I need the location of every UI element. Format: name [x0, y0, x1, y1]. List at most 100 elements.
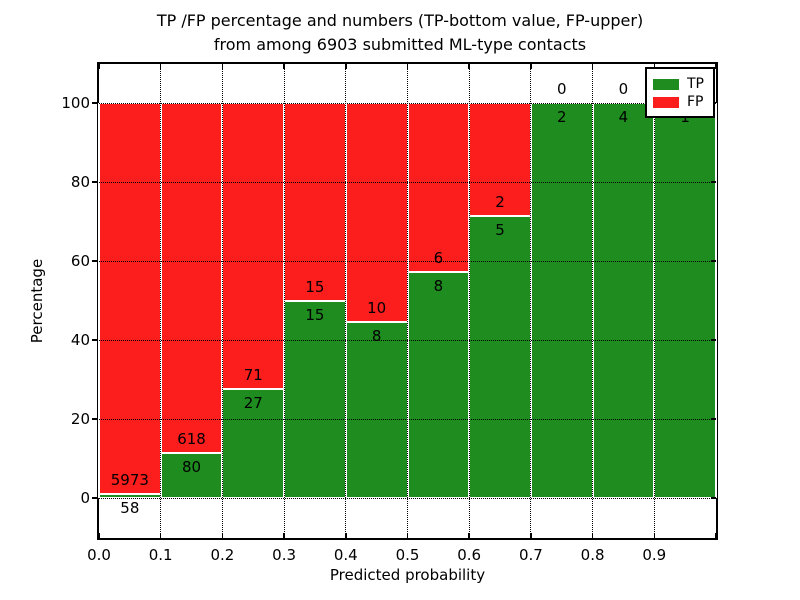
x-tick-label: 0.8	[580, 546, 605, 564]
plot-area: 59735861880712715151086825020401	[92, 62, 718, 540]
y-tick	[711, 339, 716, 341]
bar-segment-tp	[530, 103, 593, 498]
tp-count-label: 2	[556, 108, 567, 126]
v-gridline	[160, 64, 162, 538]
bar-segment-tp	[592, 103, 655, 498]
fp-count-label: 2	[495, 192, 505, 211]
x-tick-label: 0.5	[395, 546, 420, 564]
bar-segment-fp	[407, 103, 470, 273]
bar-edge	[98, 103, 100, 498]
y-tick	[711, 497, 716, 499]
x-tick	[283, 533, 285, 538]
bar-segment-tp	[222, 389, 285, 498]
v-gridline	[468, 64, 470, 538]
v-gridline	[653, 64, 655, 538]
tp-count-label: 5	[495, 220, 505, 239]
bar-edge	[469, 214, 531, 217]
tp-count-label: 8	[371, 327, 382, 346]
tp-count-label: 4	[618, 108, 629, 126]
bar-segment-tp	[99, 494, 161, 498]
x-tick	[406, 533, 409, 538]
fp-count-label: 10	[367, 299, 387, 318]
x-tick	[345, 64, 347, 69]
x-tick	[159, 533, 162, 538]
bar-segment-tp	[284, 300, 346, 498]
legend-label-fp: FP	[687, 94, 704, 110]
x-tick	[98, 64, 100, 69]
x-tick	[468, 533, 470, 538]
x-tick-label: 0.9	[642, 546, 667, 564]
x-tick	[715, 533, 717, 538]
tp-count-label: 27	[243, 394, 263, 413]
x-axis-label: Predicted probability	[329, 566, 486, 584]
v-gridline	[592, 64, 594, 538]
fp-count-label: 15	[305, 277, 325, 296]
legend-label-tp: TP	[687, 76, 704, 92]
bar-edge	[222, 388, 285, 391]
bar-edge	[715, 103, 717, 498]
bar-edge	[160, 451, 223, 454]
y-tick-label: 60	[70, 252, 90, 270]
bar-segment-fp	[469, 103, 531, 216]
bar-segment-fp	[222, 103, 285, 390]
legend: TP FP	[645, 67, 715, 118]
y-tick-label: 40	[70, 331, 90, 349]
x-tick-label: 0.0	[87, 546, 111, 564]
tp-count-label: 8	[433, 277, 444, 296]
y-tick	[92, 102, 97, 104]
y-tick-label: 20	[70, 410, 90, 428]
bar-segment-tp	[160, 452, 223, 498]
legend-item-tp: TP	[653, 76, 707, 92]
bar-edge	[345, 321, 408, 324]
y-tick-label: 0	[80, 489, 90, 507]
fp-color-swatch	[653, 96, 679, 108]
bar-segment-fp	[160, 103, 223, 453]
chart-title-line1: TP /FP percentage and numbers (TP-bottom…	[156, 11, 644, 30]
bar-segment-tp	[345, 322, 408, 498]
x-tick	[221, 64, 224, 69]
chart-title: TP /FP percentage and numbers (TP-bottom…	[0, 9, 800, 57]
x-tick-label: 0.7	[518, 546, 543, 564]
fp-count-label: 0	[618, 80, 629, 98]
v-gridline	[530, 64, 532, 538]
fp-count-label: 0	[556, 80, 567, 98]
bar-segment-tp	[469, 215, 531, 498]
fp-count-label: 618	[177, 429, 206, 448]
x-tick-label: 0.3	[272, 546, 297, 564]
y-tick	[711, 260, 716, 262]
v-gridline	[407, 64, 408, 538]
tp-count-label: 80	[182, 457, 202, 476]
bar-edge	[284, 299, 346, 302]
x-tick-label: 0.6	[457, 546, 482, 564]
y-tick	[92, 260, 97, 262]
fp-count-label: 6	[433, 249, 444, 268]
x-tick-label: 0.2	[210, 546, 235, 564]
x-tick	[98, 533, 100, 538]
x-tick	[591, 533, 594, 538]
x-tick-label: 0.4	[333, 546, 358, 564]
y-tick-label: 100	[61, 94, 90, 112]
x-tick	[406, 64, 409, 69]
x-tick	[283, 64, 285, 69]
x-tick	[715, 64, 717, 69]
x-tick	[653, 64, 656, 69]
bar-segment-fp	[345, 103, 408, 323]
bar-segment-tp	[407, 272, 470, 498]
y-tick	[92, 418, 97, 420]
y-tick	[92, 497, 97, 499]
tp-color-swatch	[653, 78, 679, 90]
legend-item-fp: FP	[653, 94, 707, 110]
x-tick	[468, 64, 470, 69]
x-tick	[530, 533, 532, 538]
y-tick	[92, 181, 97, 183]
tp-count-label: 58	[120, 499, 140, 518]
fp-count-label: 5973	[110, 471, 149, 490]
tp-count-label: 15	[305, 305, 325, 324]
v-gridline	[221, 64, 223, 538]
bar-segment-fp	[284, 103, 346, 301]
bar-segment-fp	[99, 103, 161, 495]
x-tick	[221, 533, 224, 538]
y-tick	[711, 181, 716, 183]
bar-edge	[407, 271, 470, 274]
